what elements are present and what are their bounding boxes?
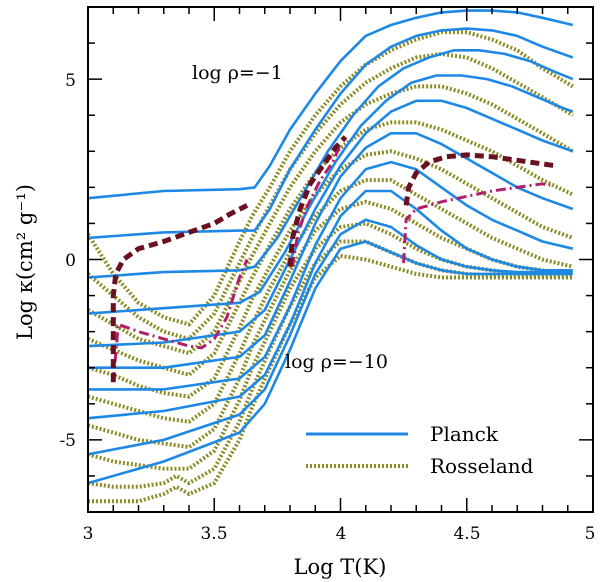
- planck-line: [88, 132, 574, 369]
- dashdot-magenta-line: [111, 258, 249, 383]
- legend-label-rosseland: Rosseland: [430, 454, 534, 478]
- planck-line: [88, 9, 574, 200]
- x-tick-label: 3: [83, 524, 94, 544]
- planck-line: [88, 99, 574, 348]
- rosseland-line: [88, 149, 574, 399]
- y-tick-label: 0: [65, 251, 76, 271]
- rosseland-line: [88, 199, 574, 450]
- x-tick-label: 4: [336, 524, 347, 544]
- annotation-log-rho-10: log ρ=−10: [285, 351, 388, 373]
- tick-marks: [87, 6, 594, 513]
- rosseland-line: [88, 84, 574, 356]
- annotation-log-rho-1: log ρ=−1: [192, 62, 283, 84]
- planck-line: [88, 160, 574, 391]
- series-layer: [88, 9, 574, 504]
- x-tick-label: 5: [585, 524, 596, 544]
- x-axis-label: Log T(K): [294, 555, 387, 579]
- dashdot-magenta-line: [291, 143, 342, 267]
- planck-line: [88, 27, 574, 240]
- rosseland-line: [88, 51, 574, 341]
- y-tick-label: -5: [59, 431, 76, 451]
- x-tick-label: 3.5: [200, 524, 227, 544]
- x-tick-label: 4.5: [453, 524, 480, 544]
- dashed-red-line: [110, 203, 249, 383]
- planck-line: [88, 240, 573, 485]
- rosseland-line: [88, 178, 574, 424]
- dashed-red-line: [403, 152, 556, 206]
- planck-line: [88, 74, 574, 315]
- rosseland-line: [88, 120, 574, 377]
- legend-label-planck: Planck: [430, 422, 499, 446]
- dashdot-magenta-line: [402, 182, 551, 264]
- y-axis-label: Log κ(cm² g⁻¹): [13, 184, 37, 340]
- legend: Planck Rosseland: [306, 422, 534, 478]
- planck-line: [88, 218, 573, 456]
- rosseland-line: [88, 253, 573, 504]
- dashed-red-line: [287, 135, 348, 267]
- planck-line: [88, 189, 573, 420]
- y-tick-label: 5: [65, 71, 76, 91]
- planck-line: [88, 49, 574, 279]
